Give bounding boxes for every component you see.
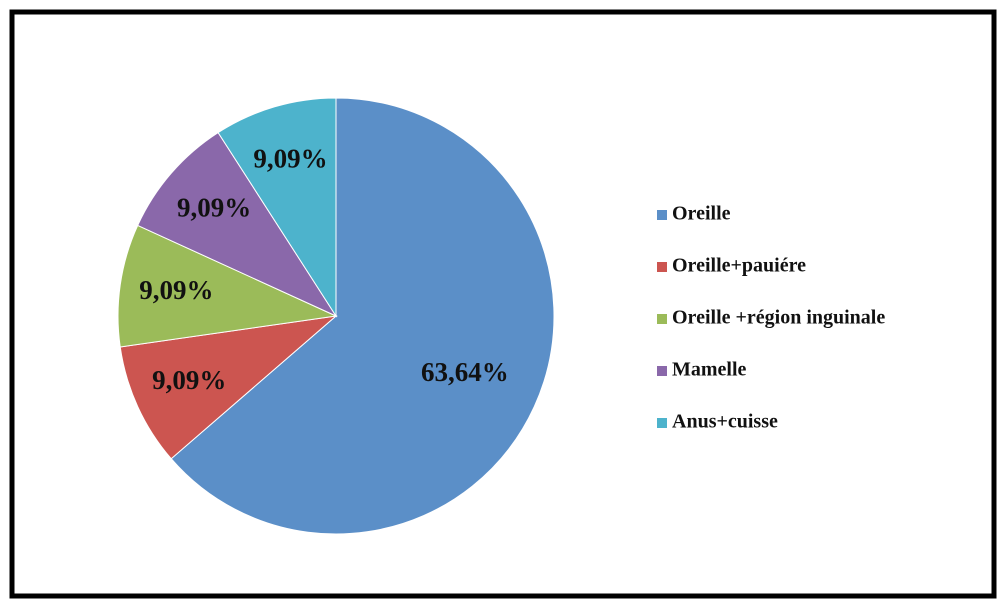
legend-label: Anus+cuisse <box>672 411 778 433</box>
pie-slice <box>119 315 338 460</box>
legend-swatch <box>657 210 667 220</box>
legend-swatch <box>657 262 667 272</box>
data-label: 9,09% <box>177 193 251 223</box>
legend-label: Oreille+pauiére <box>672 255 806 277</box>
data-label: 9,09% <box>152 365 226 395</box>
legend-label: Oreille +région inguinale <box>672 307 885 329</box>
legend-swatch <box>657 366 667 376</box>
legend-swatch <box>657 418 667 428</box>
pie-slice <box>170 97 555 535</box>
pie-slice <box>217 97 337 318</box>
pie-slice <box>137 131 338 318</box>
legend-swatch <box>657 314 667 324</box>
data-label: 63,64% <box>421 357 509 387</box>
legend-label: Oreille <box>672 203 731 225</box>
data-label: 9,09% <box>253 143 327 173</box>
pie-slice <box>117 224 338 348</box>
data-label: 9,09% <box>139 275 213 305</box>
legend-label: Mamelle <box>672 359 747 381</box>
